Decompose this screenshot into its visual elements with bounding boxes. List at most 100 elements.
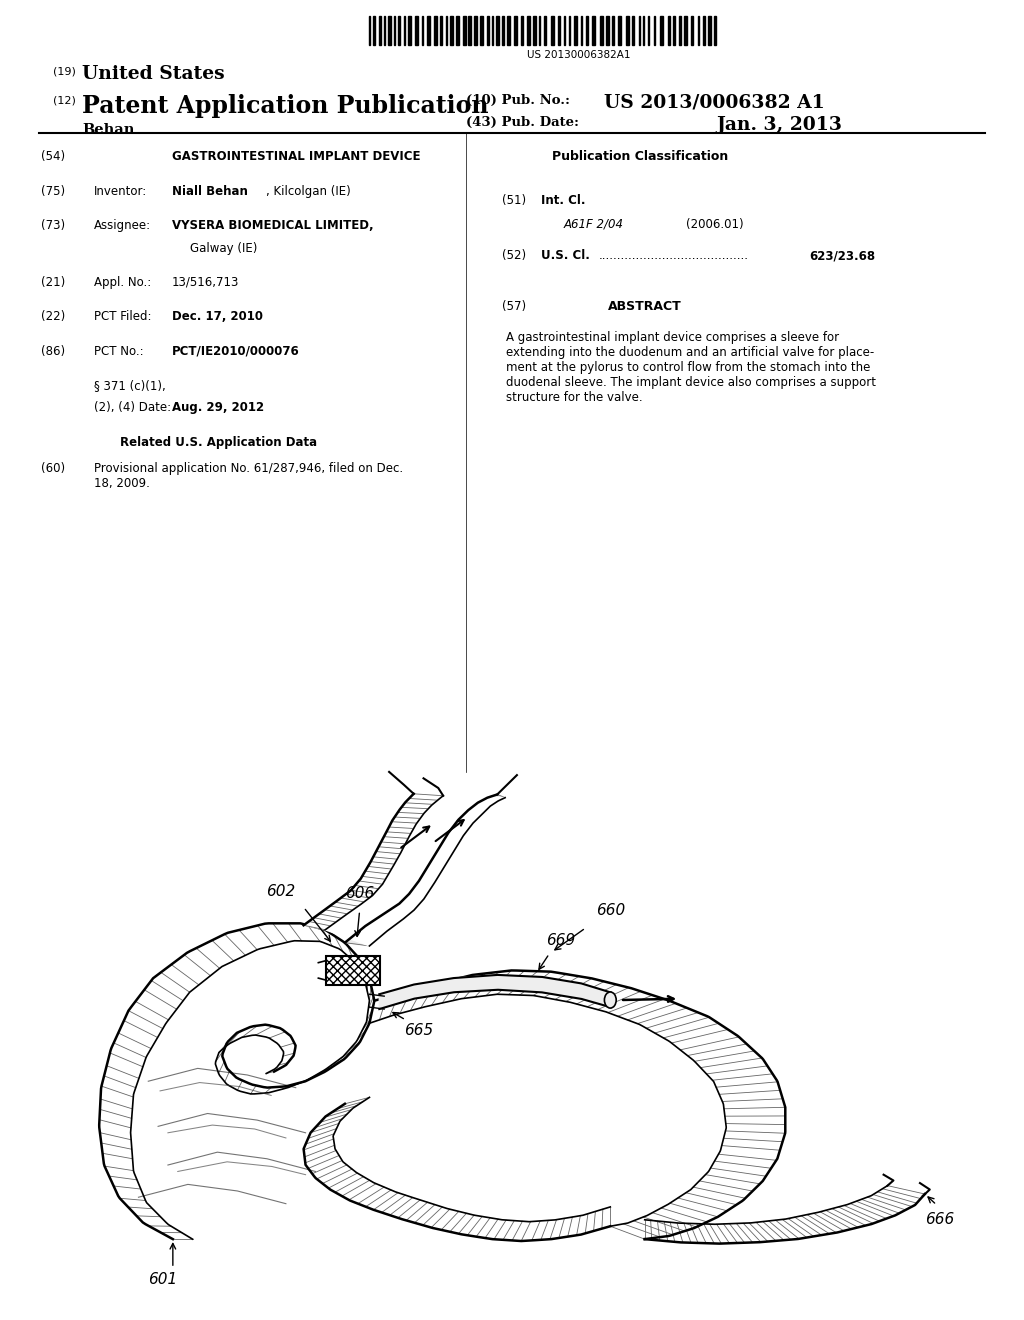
Bar bbox=[373, 16, 375, 45]
Bar bbox=[551, 16, 554, 45]
Text: GASTROINTESTINAL IMPLANT DEVICE: GASTROINTESTINAL IMPLANT DEVICE bbox=[172, 150, 421, 164]
Polygon shape bbox=[370, 994, 726, 1226]
Text: ABSTRACT: ABSTRACT bbox=[608, 300, 682, 313]
Bar bbox=[480, 16, 483, 45]
Text: Assignee:: Assignee: bbox=[94, 219, 152, 232]
Bar bbox=[654, 16, 655, 45]
Bar bbox=[521, 16, 523, 45]
Bar bbox=[558, 16, 560, 45]
Text: (2006.01): (2006.01) bbox=[686, 218, 743, 231]
Text: 623/23.68: 623/23.68 bbox=[809, 249, 876, 263]
Bar bbox=[539, 16, 541, 45]
Bar bbox=[632, 16, 634, 45]
Text: Patent Application Publication: Patent Application Publication bbox=[82, 94, 488, 117]
Text: Behan: Behan bbox=[82, 123, 134, 137]
Bar bbox=[394, 16, 395, 45]
Bar bbox=[618, 16, 622, 45]
Bar bbox=[487, 16, 488, 45]
Text: (2), (4) Date:: (2), (4) Date: bbox=[94, 401, 171, 414]
Text: , Kilcolgan (IE): , Kilcolgan (IE) bbox=[266, 185, 351, 198]
Text: Galway (IE): Galway (IE) bbox=[190, 242, 258, 255]
Text: Inventor:: Inventor: bbox=[94, 185, 147, 198]
Text: Publication Classification: Publication Classification bbox=[552, 150, 728, 164]
Bar bbox=[592, 16, 595, 45]
Text: 660: 660 bbox=[596, 903, 625, 917]
Text: (60): (60) bbox=[41, 462, 66, 475]
Bar bbox=[544, 16, 546, 45]
Text: 606: 606 bbox=[345, 886, 374, 900]
Text: 665: 665 bbox=[404, 1023, 433, 1039]
Bar bbox=[415, 16, 418, 45]
Bar bbox=[679, 16, 681, 45]
Bar bbox=[674, 16, 675, 45]
Bar bbox=[403, 16, 404, 45]
Bar bbox=[427, 16, 430, 45]
Bar bbox=[600, 16, 603, 45]
Bar bbox=[627, 16, 629, 45]
Text: Related U.S. Application Data: Related U.S. Application Data bbox=[120, 436, 317, 449]
Ellipse shape bbox=[604, 991, 616, 1008]
Text: PCT/IE2010/000076: PCT/IE2010/000076 bbox=[172, 345, 300, 358]
Bar bbox=[606, 16, 609, 45]
Bar bbox=[388, 16, 391, 45]
Bar bbox=[440, 16, 442, 45]
Text: (57): (57) bbox=[502, 300, 526, 313]
Polygon shape bbox=[645, 1185, 888, 1224]
Text: 13/516,713: 13/516,713 bbox=[172, 276, 240, 289]
Bar bbox=[582, 16, 583, 45]
Text: (10) Pub. No.:: (10) Pub. No.: bbox=[466, 94, 570, 107]
Bar bbox=[502, 16, 504, 45]
Bar bbox=[703, 16, 706, 45]
Text: Provisional application No. 61/287,946, filed on Dec.
18, 2009.: Provisional application No. 61/287,946, … bbox=[94, 462, 403, 490]
Bar bbox=[709, 16, 711, 45]
Bar bbox=[534, 16, 536, 45]
Text: US 20130006382A1: US 20130006382A1 bbox=[526, 50, 631, 61]
Polygon shape bbox=[345, 795, 505, 946]
Bar bbox=[451, 16, 454, 45]
Text: (86): (86) bbox=[41, 345, 66, 358]
Polygon shape bbox=[326, 796, 505, 946]
Bar bbox=[643, 16, 644, 45]
Bar bbox=[379, 16, 381, 45]
Bar bbox=[474, 16, 477, 45]
Bar bbox=[384, 16, 385, 45]
Text: Dec. 17, 2010: Dec. 17, 2010 bbox=[172, 310, 263, 323]
Bar bbox=[492, 16, 493, 45]
Text: PCT No.:: PCT No.: bbox=[94, 345, 143, 358]
Text: A gastrointestinal implant device comprises a sleeve for
extending into the duod: A gastrointestinal implant device compri… bbox=[506, 331, 876, 404]
Text: (19): (19) bbox=[53, 66, 76, 77]
Text: Aug. 29, 2012: Aug. 29, 2012 bbox=[172, 401, 264, 414]
Text: (43) Pub. Date:: (43) Pub. Date: bbox=[466, 116, 579, 129]
Text: 669: 669 bbox=[547, 933, 575, 948]
Bar bbox=[527, 16, 529, 45]
Polygon shape bbox=[333, 1097, 610, 1222]
Bar bbox=[564, 16, 565, 45]
Bar bbox=[497, 16, 499, 45]
Text: (73): (73) bbox=[41, 219, 66, 232]
Bar bbox=[668, 16, 671, 45]
Text: 601: 601 bbox=[148, 1272, 177, 1287]
Bar bbox=[691, 16, 693, 45]
Text: PCT Filed:: PCT Filed: bbox=[94, 310, 152, 323]
Text: Niall Behan: Niall Behan bbox=[172, 185, 248, 198]
Bar bbox=[647, 16, 649, 45]
Bar bbox=[446, 16, 447, 45]
Bar bbox=[468, 16, 471, 45]
Text: (51): (51) bbox=[502, 194, 526, 207]
Polygon shape bbox=[303, 793, 443, 929]
Text: US 2013/0006382 A1: US 2013/0006382 A1 bbox=[604, 94, 825, 112]
Text: (52): (52) bbox=[502, 249, 526, 263]
Text: United States: United States bbox=[82, 65, 224, 83]
Text: (12): (12) bbox=[53, 95, 76, 106]
Text: (54): (54) bbox=[41, 150, 66, 164]
Bar bbox=[612, 16, 614, 45]
Text: ........................................: ........................................ bbox=[599, 249, 749, 263]
Bar bbox=[422, 16, 423, 45]
Text: (22): (22) bbox=[41, 310, 66, 323]
Text: (75): (75) bbox=[41, 185, 66, 198]
Text: § 371 (c)(1),: § 371 (c)(1), bbox=[94, 379, 166, 392]
FancyBboxPatch shape bbox=[326, 956, 380, 985]
Text: 602: 602 bbox=[266, 883, 296, 899]
Text: A61F 2/04: A61F 2/04 bbox=[563, 218, 624, 231]
Bar bbox=[457, 16, 459, 45]
